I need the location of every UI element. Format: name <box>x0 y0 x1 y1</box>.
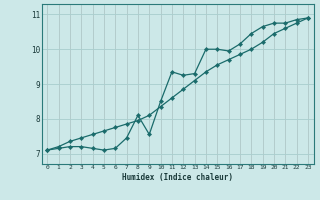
X-axis label: Humidex (Indice chaleur): Humidex (Indice chaleur) <box>122 173 233 182</box>
